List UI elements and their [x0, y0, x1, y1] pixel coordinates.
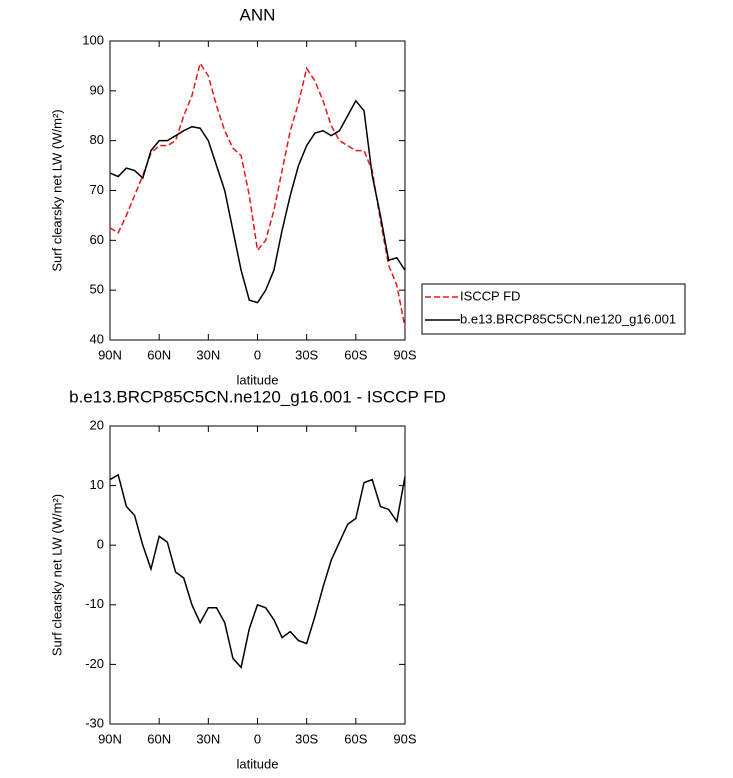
x-tick-label: 90N — [98, 347, 122, 362]
x-tick-label: 30N — [196, 347, 220, 362]
y-tick-label: 100 — [82, 32, 104, 47]
x-tick-label: 60S — [344, 731, 367, 746]
x-tick-label: 90S — [393, 731, 416, 746]
x-tick-label: 60N — [147, 347, 171, 362]
y-axis-label: Surf clearsky net LW (W/m²) — [49, 109, 64, 271]
x-tick-label: 90N — [98, 731, 122, 746]
x-tick-label: 30N — [196, 731, 220, 746]
chart-title: ANN — [240, 5, 276, 24]
y-tick-label: 20 — [90, 417, 104, 432]
legend-label: b.e13.BRCP85C5CN.ne120_g16.001 — [460, 311, 676, 326]
x-axis-label: latitude — [237, 756, 279, 771]
data-line — [109, 473, 406, 669]
data-line — [109, 99, 406, 304]
y-tick-label: 90 — [90, 82, 104, 97]
legend-box — [421, 283, 686, 335]
x-tick-label: 60S — [344, 347, 367, 362]
x-tick-label: 30S — [295, 731, 318, 746]
x-tick-label: 90S — [393, 347, 416, 362]
y-axis-label: Surf clearsky net LW (W/m²) — [49, 494, 64, 656]
y-tick-label: -20 — [85, 656, 104, 671]
y-tick-label: 10 — [90, 477, 104, 492]
data-line — [109, 61, 406, 328]
x-tick-label: 30S — [295, 347, 318, 362]
x-tick-label: 0 — [254, 731, 261, 746]
plot-frame — [109, 425, 406, 725]
x-tick-label: 60N — [147, 731, 171, 746]
y-tick-label: 0 — [97, 537, 104, 552]
x-axis-label: latitude — [237, 372, 279, 387]
y-tick-label: 70 — [90, 182, 104, 197]
chart-title: b.e13.BRCP85C5CN.ne120_g16.001 - ISCCP F… — [69, 387, 446, 406]
y-tick-label: -30 — [85, 715, 104, 730]
y-tick-label: 40 — [90, 331, 104, 346]
legend-label: ISCCP FD — [460, 288, 520, 303]
y-tick-label: -10 — [85, 596, 104, 611]
y-tick-label: 60 — [90, 232, 104, 247]
x-tick-label: 0 — [254, 347, 261, 362]
plot-frame — [109, 40, 406, 341]
y-tick-label: 50 — [90, 282, 104, 297]
y-tick-label: 80 — [90, 132, 104, 147]
